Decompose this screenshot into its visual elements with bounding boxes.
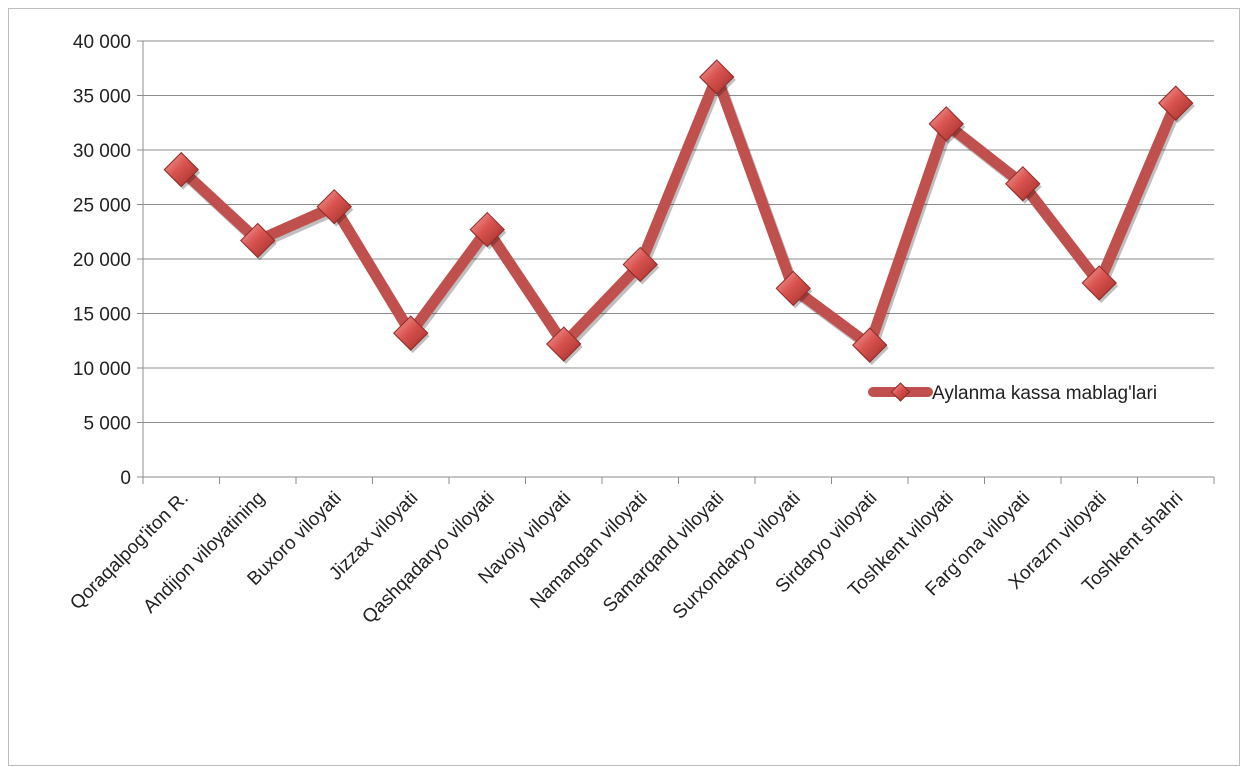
data-point (163, 151, 199, 188)
chart-frame (8, 8, 1240, 766)
series-group (163, 59, 1195, 366)
series-line (175, 71, 1182, 351)
data-point (1005, 166, 1041, 202)
legend: Aylanma kassa mablag'lari (868, 382, 1157, 404)
data-point (775, 270, 811, 307)
y-tick-label: 15 000 (73, 305, 131, 326)
y-tick-label: 40 000 (73, 32, 131, 53)
data-point (469, 211, 505, 248)
data-point (928, 106, 964, 142)
x-tick-label: Surxondaryo viloyati (669, 488, 805, 624)
data-point (1081, 265, 1117, 301)
data-point (622, 246, 658, 283)
data-point (393, 315, 429, 351)
x-axis-ticks: Qoraqalpog'iton R.Andijon viloyatiningBu… (66, 477, 1215, 628)
data-point (699, 59, 735, 95)
data-point (546, 326, 582, 362)
y-tick-label: 30 000 (73, 141, 131, 162)
data-point (1158, 85, 1194, 121)
y-tick-label: 35 000 (73, 87, 131, 108)
legend-marker (890, 382, 911, 402)
data-point (240, 222, 276, 259)
y-tick-label: 10 000 (73, 359, 131, 380)
x-tick-label: Qashqadaryo viloyati (358, 488, 498, 628)
y-tick-label: 5 000 (83, 414, 131, 435)
data-point (852, 327, 888, 363)
y-axis-ticks: 0 5 000 10 000 15 000 20 000 25 000 30 000 35 0… (73, 32, 143, 489)
data-point (316, 188, 352, 225)
legend-label: Aylanma kassa mablag'lari (932, 383, 1157, 404)
y-tick-label: 0 (120, 468, 131, 489)
y-tick-label: 25 000 (73, 196, 131, 217)
y-tick-label: 20 000 (73, 250, 131, 271)
